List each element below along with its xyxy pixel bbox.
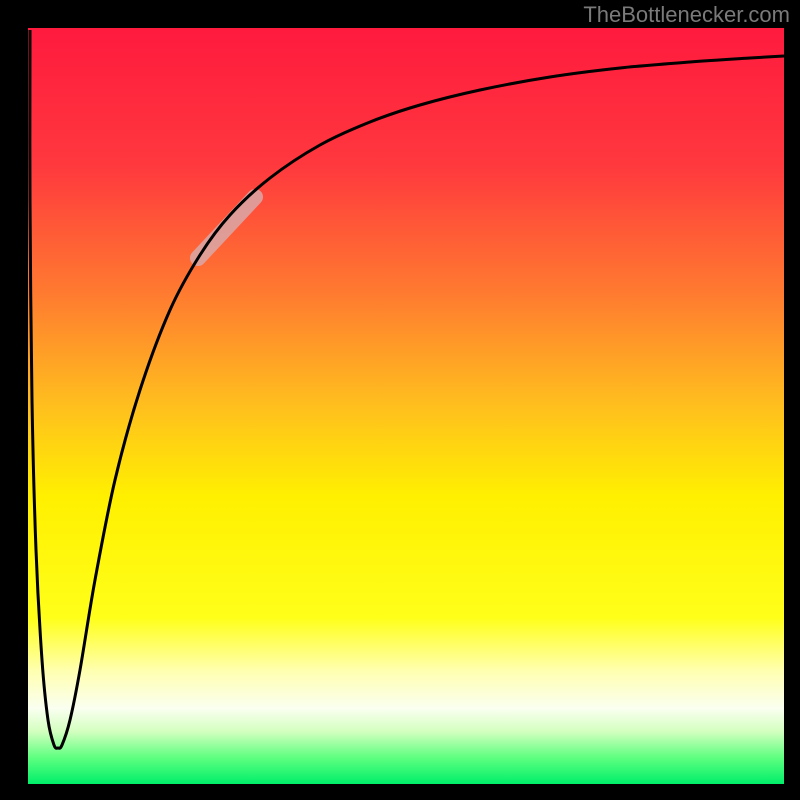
attribution-text: TheBottlenecker.com xyxy=(583,2,790,27)
bottleneck-chart: TheBottlenecker.com xyxy=(0,0,800,800)
gradient-background xyxy=(28,28,784,784)
